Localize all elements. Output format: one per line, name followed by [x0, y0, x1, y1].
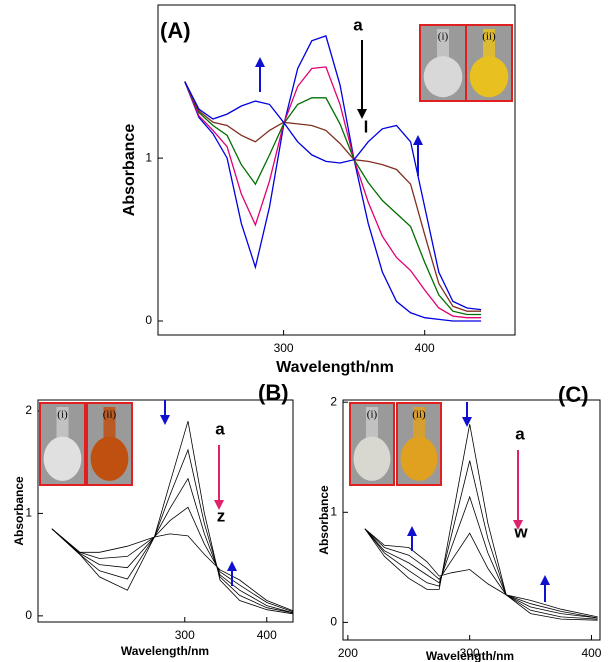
y-tick-label: 0 — [145, 313, 152, 327]
spectrum-line — [364, 528, 598, 618]
y-tick-label: 0 — [330, 615, 337, 629]
y-tick-label: 1 — [25, 506, 32, 520]
flask-neck — [56, 407, 69, 440]
x-axis-title: Wavelength/nm — [426, 649, 514, 662]
x-tick-label: 400 — [257, 628, 277, 642]
x-tick-label: 300 — [460, 646, 480, 660]
spectrum-line — [51, 506, 294, 613]
y-tick-label: 2 — [330, 394, 337, 408]
x-tick-label: 300 — [175, 628, 195, 642]
annotation: w — [513, 522, 528, 541]
annotation: a — [353, 15, 363, 34]
y-tick-label: 0 — [25, 608, 32, 622]
inset-label: (ii) — [482, 31, 496, 43]
panel-label: (A) — [160, 18, 191, 43]
flask-neck — [483, 29, 495, 60]
y-tick-label: 1 — [330, 504, 337, 518]
flask-neck — [103, 407, 116, 440]
y-axis-title: Absorbance — [317, 485, 331, 555]
panel-label: (B) — [258, 380, 289, 405]
flask-neck — [437, 29, 449, 60]
inset-label: (ii) — [103, 409, 117, 421]
annotation: z — [217, 506, 226, 525]
inset-label: (ii) — [412, 409, 426, 421]
spectrum-line — [184, 66, 482, 319]
flask-body — [43, 436, 82, 481]
flask-body — [353, 436, 391, 481]
inset-label: (i) — [438, 31, 449, 43]
flask-body — [423, 56, 463, 98]
plot-frame — [157, 4, 516, 336]
spectrum-line — [184, 81, 482, 312]
x-tick-label: 400 — [415, 341, 435, 355]
x-tick-label: 200 — [338, 646, 358, 660]
flask-body — [469, 56, 509, 98]
y-axis-title: Absorbance — [121, 124, 138, 217]
flask-body — [400, 436, 438, 481]
annotation: l — [364, 117, 369, 136]
spectrum-line — [51, 448, 294, 614]
spectrum-line — [364, 424, 598, 621]
plot-frame — [342, 399, 601, 641]
spectrum-line — [51, 528, 294, 612]
y-axis-title: Absorbance — [12, 476, 26, 546]
spectrum-line — [184, 81, 482, 311]
panel-label: (C) — [558, 382, 589, 407]
y-tick-label: 2 — [25, 403, 32, 417]
spectrum-line — [51, 477, 294, 614]
spectrum-line — [184, 35, 482, 322]
inset-label: (i) — [57, 409, 68, 421]
spectrum-line — [364, 460, 598, 620]
y-tick-label: 1 — [145, 150, 152, 164]
spectrum-line — [364, 495, 598, 619]
annotation: a — [215, 419, 225, 438]
spectrum-line — [184, 81, 482, 316]
annotation: a — [515, 424, 525, 443]
spectrum-line — [364, 528, 598, 619]
x-tick-label: 300 — [274, 341, 294, 355]
flask-body — [90, 436, 129, 481]
flask-neck — [366, 407, 378, 440]
spectrum-line — [51, 421, 294, 615]
x-axis-title: Wavelength/nm — [121, 644, 209, 658]
inset-label: (i) — [367, 409, 378, 421]
flask-neck — [413, 407, 425, 440]
x-axis-title: Wavelength/nm — [276, 359, 394, 376]
x-tick-label: 400 — [581, 646, 601, 660]
